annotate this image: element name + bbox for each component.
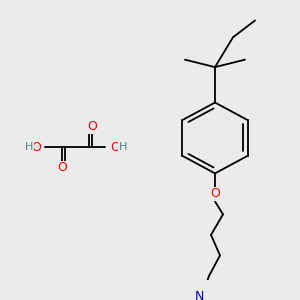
Text: O: O — [57, 161, 67, 174]
Text: O: O — [210, 188, 220, 200]
Text: H: H — [119, 142, 127, 152]
Text: O: O — [87, 120, 97, 133]
Text: O: O — [110, 141, 120, 154]
Text: O: O — [31, 141, 41, 154]
Text: N: N — [194, 290, 204, 300]
Text: H: H — [25, 142, 33, 152]
